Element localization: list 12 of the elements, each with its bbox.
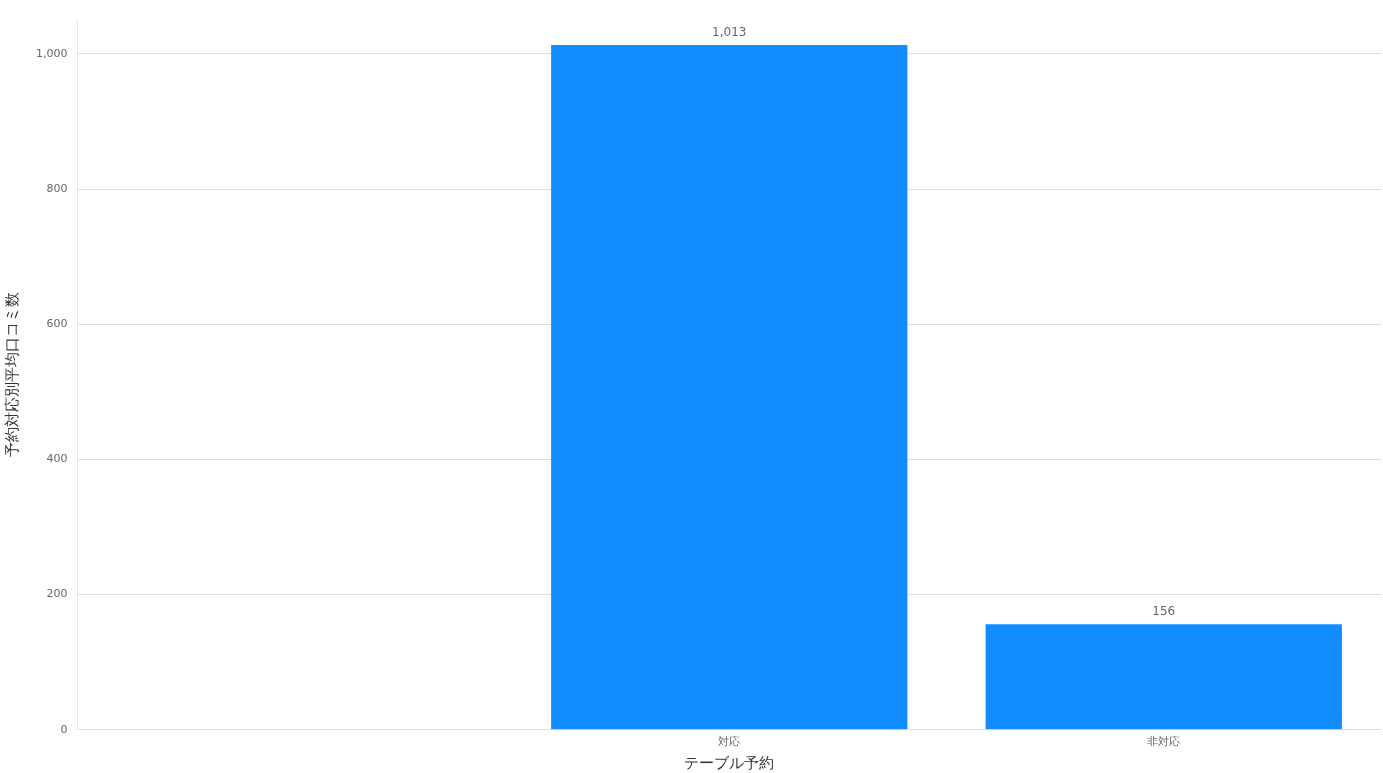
x-tick-label: 非対応 (1147, 735, 1181, 749)
y-tick-label: 400 (46, 452, 68, 466)
x-tick-label: 対応 (718, 735, 741, 749)
data-label: 156 (1152, 604, 1176, 619)
y-axis-title: 予約対応別平均口コミ数 (2, 292, 21, 458)
y-tick-label: 800 (46, 181, 68, 195)
x-axis-title: テーブル予約 (684, 753, 775, 772)
y-tick-label: 600 (46, 317, 68, 331)
y-tick-label: 1,000 (35, 46, 68, 60)
y-tick-label: 200 (46, 587, 68, 601)
data-label: 1,013 (712, 25, 747, 40)
y-tick-label: 0 (60, 722, 68, 736)
